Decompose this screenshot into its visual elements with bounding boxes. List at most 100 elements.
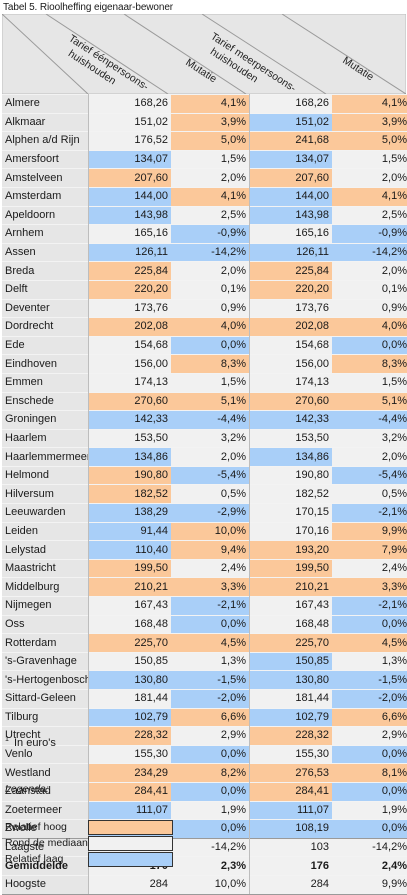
cell-mutatie-meer: 4,1% — [332, 94, 407, 114]
table-row: Zaanstad 284,41 0,0% 284,41 0,0% — [2, 781, 407, 802]
cell-tarief-een: 110,40 — [88, 540, 171, 560]
table-row: Amstelveen 207,60 2,0% 207,60 2,0% — [2, 168, 407, 188]
cell-mutatie-meer: -0,9% — [332, 224, 407, 244]
table-body: Almere 168,26 4,1% 168,26 4,1% Alkmaar 151,02 3… — [2, 94, 407, 895]
legend-label-hoog: Relatief hoog — [5, 821, 67, 833]
cell-gemeente: Breda — [2, 261, 89, 281]
cell-gemeente: Arnhem — [2, 224, 89, 244]
cell-mutatie-meer: 4,0% — [332, 317, 407, 337]
cell-tarief-een: 138,29 — [88, 503, 171, 523]
cell-mutatie-een: 0,0% — [171, 781, 250, 802]
cell-mutatie-meer: -4,4% — [332, 410, 407, 430]
cell-mutatie-meer: 0,0% — [332, 819, 407, 839]
table-row: Tilburg 102,79 6,6% 102,79 6,6% — [2, 707, 407, 727]
table-row: Westland 234,29 8,2% 276,53 8,1% — [2, 763, 407, 783]
cell-mutatie-meer: 5,0% — [332, 131, 407, 151]
cell-mutatie-een: 4,0% — [171, 317, 250, 337]
cell-tarief-een: 155,30 — [88, 744, 171, 764]
table-row: Eindhoven 156,00 8,3% 156,00 8,3% — [2, 354, 407, 374]
cell-tarief-een: 144,00 — [88, 186, 171, 207]
cell-gemeente: Rotterdam — [2, 633, 89, 653]
cell-tarief-meer: 168,26 — [249, 94, 332, 114]
legend-swatch-mediaan — [88, 836, 173, 851]
cell-tarief-meer: 165,16 — [249, 224, 332, 244]
cell-mutatie-een: -2,9% — [171, 503, 250, 523]
cell-mutatie-een: -5,4% — [171, 465, 250, 485]
cell-gemeente: Deventer — [2, 298, 89, 318]
table-row: 's-Hertogenbosch 130,80 -1,5% 130,80 -1,5% — [2, 670, 407, 690]
cell-mutatie-meer: 0,1% — [332, 279, 407, 300]
legend-label-laag: Relatief laag — [5, 853, 64, 865]
cell-mutatie-een: 0,0% — [171, 614, 250, 634]
table-row: Delft 220,20 0,1% 220,20 0,1% — [2, 279, 407, 300]
cell-tarief-een: 91,44 — [88, 521, 171, 541]
table-row: Middelburg 210,21 3,3% 210,21 3,3% — [2, 577, 407, 597]
cell-mutatie-meer: 2,9% — [332, 726, 407, 746]
footnote-mark: 1 — [5, 736, 9, 743]
cell-summary-value: -14,2% — [171, 837, 250, 857]
cell-gemeente: Sittard-Geleen — [2, 689, 89, 709]
cell-gemeente: 's-Hertogenbosch — [2, 670, 89, 690]
cell-tarief-een: 126,11 — [88, 242, 171, 262]
cell-tarief-een: 207,60 — [88, 168, 171, 188]
cell-summary-value: 284 — [88, 874, 171, 895]
footnote-text: In euro's — [13, 737, 56, 749]
cell-mutatie-een: 2,0% — [171, 447, 250, 467]
table-row: Alkmaar 151,02 3,9% 151,02 3,9% — [2, 112, 407, 132]
cell-gemeente: Enschede — [2, 391, 89, 411]
legend-title: Legenda: — [5, 783, 49, 795]
cell-tarief-meer: 150,85 — [249, 651, 332, 671]
cell-summary-label: Hoogste — [2, 874, 89, 895]
cell-tarief-meer: 220,20 — [249, 279, 332, 300]
data-table: Almere 168,26 4,1% 168,26 4,1% Alkmaar 151,02 3… — [2, 94, 407, 895]
table-row: Almere 168,26 4,1% 168,26 4,1% — [2, 94, 407, 114]
cell-tarief-meer: 111,07 — [249, 800, 332, 820]
cell-mutatie-meer: 4,5% — [332, 633, 407, 653]
cell-tarief-meer: 199,50 — [249, 558, 332, 578]
cell-tarief-een: 190,80 — [88, 465, 171, 485]
cell-tarief-meer: 190,80 — [249, 465, 332, 485]
table-row: Haarlemmermeer 134,86 2,0% 134,86 2,0% — [2, 447, 407, 467]
cell-mutatie-meer: 0,9% — [332, 298, 407, 318]
cell-mutatie-meer: 9,9% — [332, 521, 407, 541]
cell-tarief-een: 167,43 — [88, 596, 171, 616]
cell-gemeente: Zoetermeer — [2, 800, 89, 820]
cell-gemeente: Amsterdam — [2, 186, 89, 207]
cell-mutatie-een: 8,2% — [171, 763, 250, 783]
cell-tarief-meer: 170,16 — [249, 521, 332, 541]
cell-mutatie-meer: 5,1% — [332, 391, 407, 411]
cell-mutatie-een: 4,1% — [171, 94, 250, 114]
cell-tarief-meer: 207,60 — [249, 168, 332, 188]
cell-mutatie-meer: 7,9% — [332, 540, 407, 560]
table-row: Leeuwarden 138,29 -2,9% 170,15 -2,1% — [2, 503, 407, 523]
cell-mutatie-meer: 0,0% — [332, 744, 407, 764]
cell-gemeente: 's-Gravenhage — [2, 651, 89, 671]
cell-tarief-meer: 193,20 — [249, 540, 332, 560]
cell-gemeente: Haarlem — [2, 428, 89, 448]
cell-gemeente: Nijmegen — [2, 596, 89, 616]
cell-gemeente: Ede — [2, 335, 89, 355]
cell-summary-value: 103 — [249, 837, 332, 857]
cell-gemeente: Emmen — [2, 372, 89, 392]
cell-tarief-meer: 170,15 — [249, 503, 332, 523]
cell-mutatie-meer: 1,5% — [332, 149, 407, 169]
cell-gemeente: Oss — [2, 614, 89, 634]
cell-tarief-een: 168,26 — [88, 94, 171, 114]
cell-mutatie-een: 2,0% — [171, 261, 250, 281]
cell-tarief-meer: 167,43 — [249, 596, 332, 616]
table-row: Rotterdam 225,70 4,5% 225,70 4,5% — [2, 633, 407, 653]
cell-mutatie-meer: 2,0% — [332, 168, 407, 188]
cell-mutatie-een: 2,5% — [171, 205, 250, 225]
cell-mutatie-meer: -5,4% — [332, 465, 407, 485]
cell-gemeente: Middelburg — [2, 577, 89, 597]
cell-mutatie-een: 3,2% — [171, 428, 250, 448]
cell-tarief-meer: 144,00 — [249, 186, 332, 207]
cell-tarief-meer: 134,07 — [249, 149, 332, 169]
cell-tarief-meer: 241,68 — [249, 131, 332, 151]
cell-mutatie-meer: 3,9% — [332, 112, 407, 132]
cell-tarief-een: 174,13 — [88, 372, 171, 392]
table-row: Emmen 174,13 1,5% 174,13 1,5% — [2, 372, 407, 392]
cell-tarief-een: 130,80 — [88, 670, 171, 690]
cell-mutatie-meer: -2,0% — [332, 689, 407, 709]
cell-tarief-meer: 225,84 — [249, 261, 332, 281]
